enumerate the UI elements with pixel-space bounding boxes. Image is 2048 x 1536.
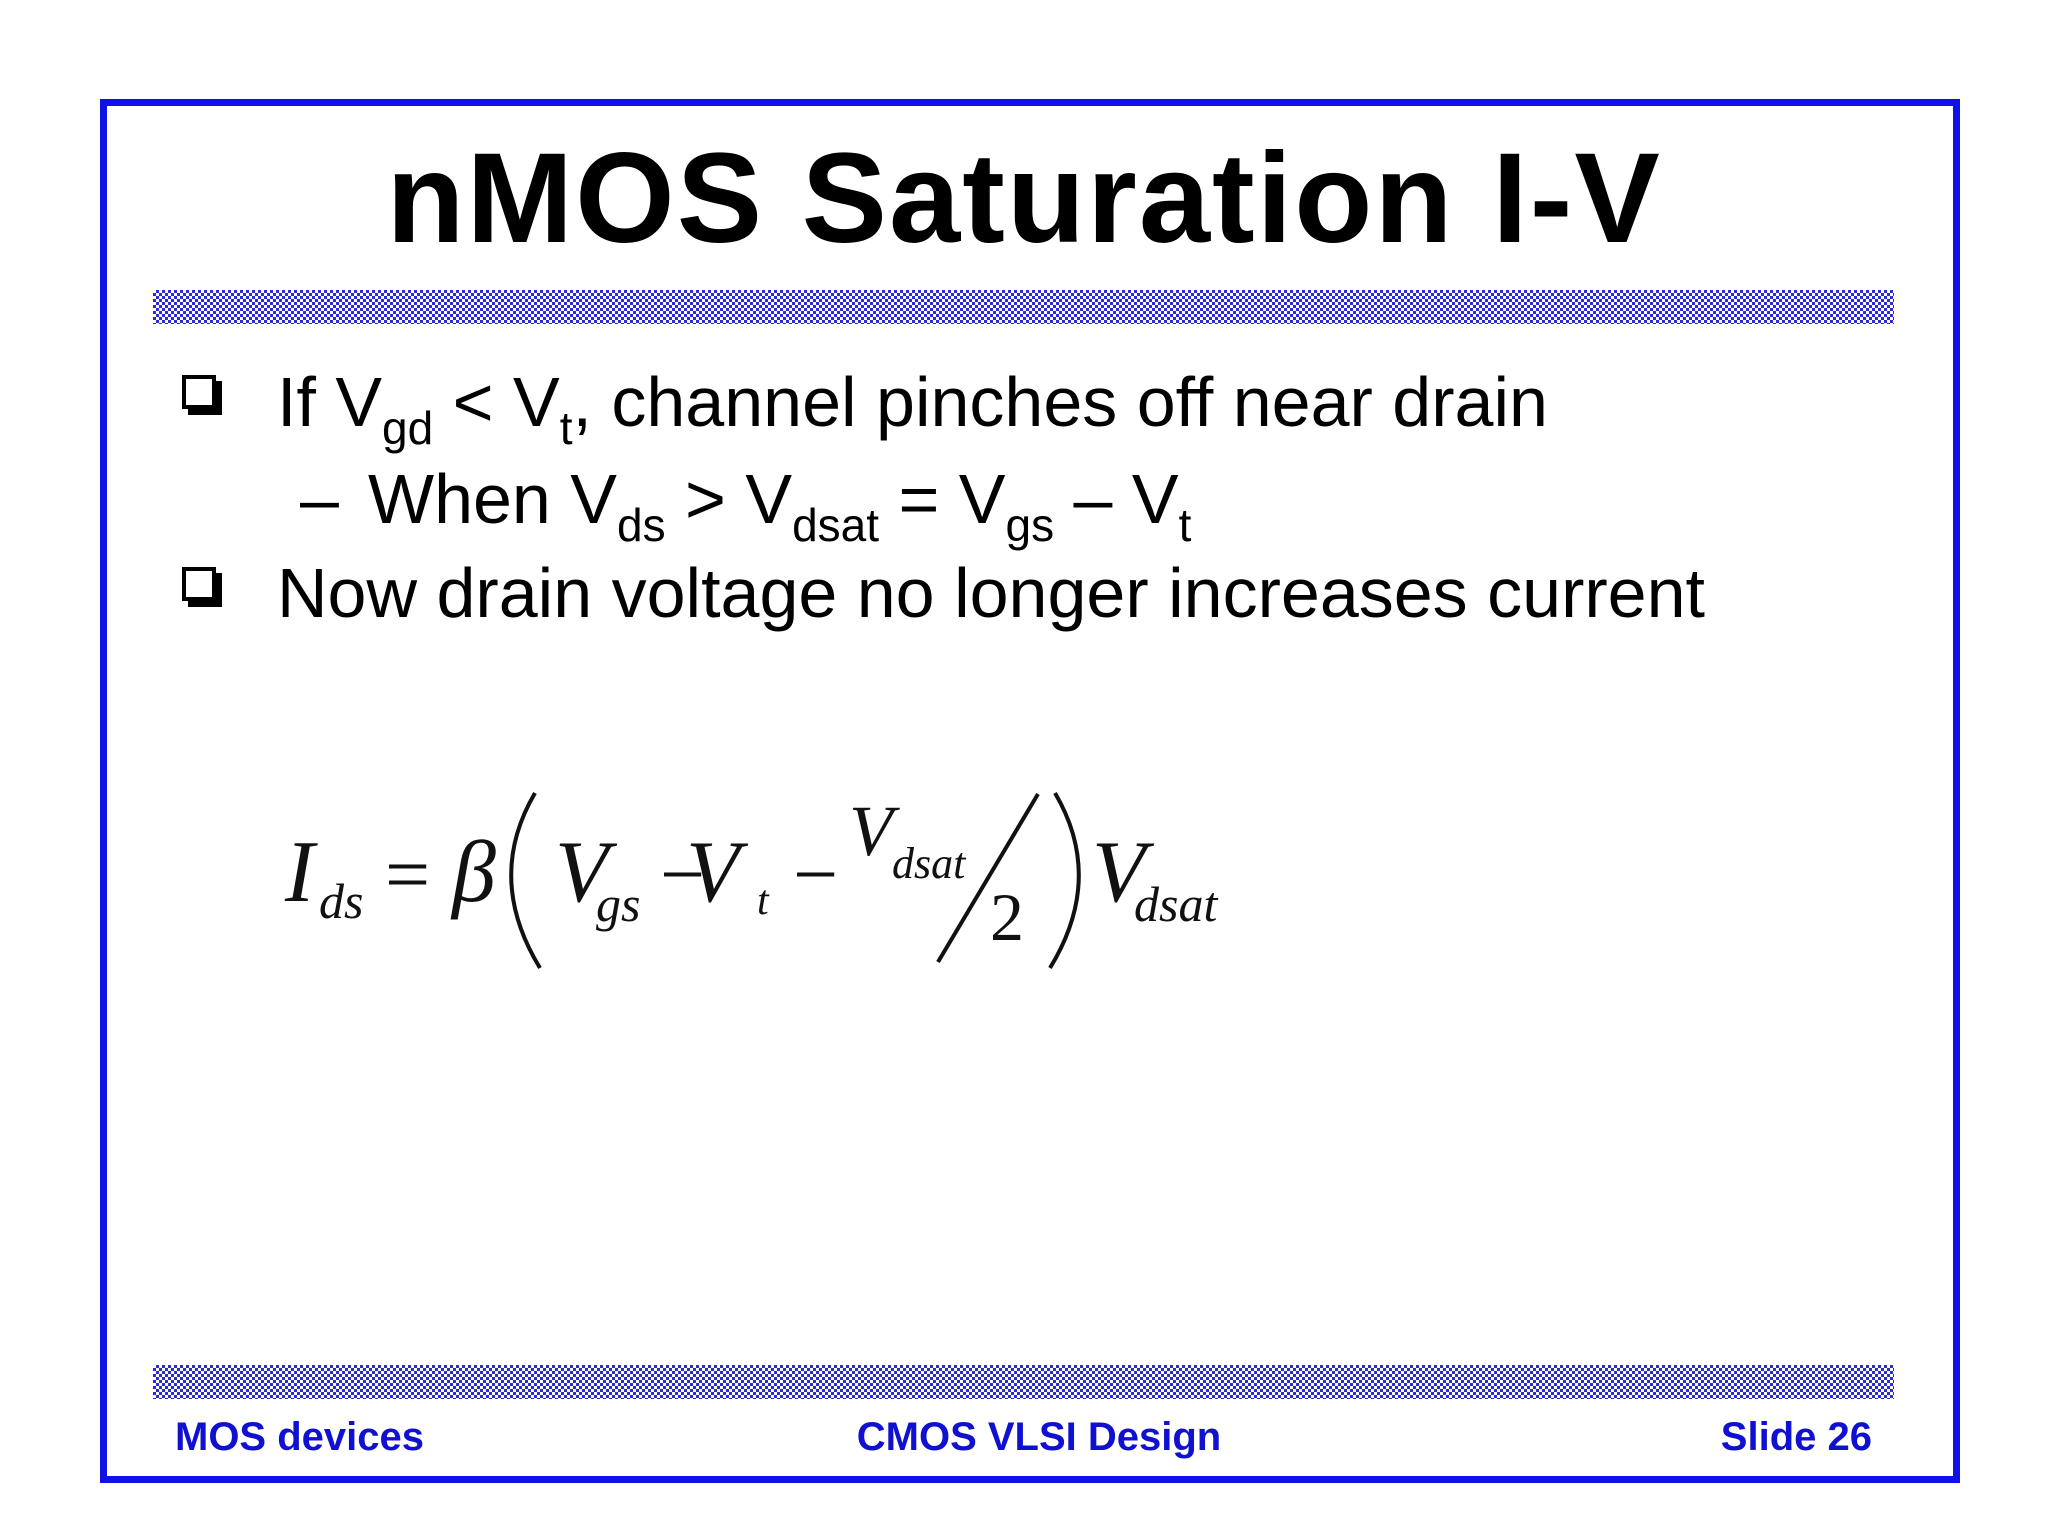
eq-symbol: V — [555, 824, 618, 921]
text: , channel pinches off near drain — [572, 363, 1548, 441]
eq-subscript: t — [757, 878, 770, 924]
paren — [509, 791, 542, 970]
eq-symbol: I — [284, 824, 318, 921]
eq-symbol: 2 — [990, 879, 1024, 955]
eq-symbol: = — [385, 831, 430, 919]
eq-subscript: dsat — [892, 839, 967, 888]
subscript: t — [1178, 499, 1192, 551]
eq-subscript: gs — [596, 876, 640, 932]
footer-center: CMOS VLSI Design — [856, 1415, 1222, 1459]
bullet-box — [182, 567, 216, 601]
slide-border — [100, 99, 1960, 1483]
fraction-slash — [936, 792, 1040, 964]
subscript: ds — [617, 499, 666, 551]
eq-symbol: V — [849, 791, 900, 871]
bottom-band — [153, 1365, 1894, 1399]
text: If V — [277, 363, 383, 441]
subscript: gd — [382, 402, 434, 454]
eq-symbol: − — [793, 831, 838, 919]
text: When V — [368, 460, 617, 538]
text: < V — [433, 363, 560, 441]
eq-symbol: V — [686, 824, 749, 921]
text: > V — [665, 460, 793, 538]
footer-right: Slide 26 — [1720, 1415, 1872, 1459]
text: = V — [879, 460, 1006, 538]
eq-subscript: dsat — [1134, 876, 1218, 932]
top-band — [153, 290, 1894, 324]
eq-symbol: β — [450, 824, 496, 921]
sub-bullet: When Vds > Vdsat = Vgs – Vt — [368, 459, 1191, 551]
subscript: dsat — [792, 499, 880, 551]
bullet: Now drain voltage no longer increases cu… — [277, 553, 1705, 633]
bullet-box — [182, 375, 216, 409]
subscript: t — [559, 402, 573, 454]
footer-left: MOS devices — [175, 1415, 425, 1459]
slide-title: nMOS Saturation I-V — [386, 127, 1662, 270]
dash: – — [300, 460, 339, 538]
bullet: If Vgd < Vt, channel pinches off near dr… — [277, 362, 1548, 454]
subscript: gs — [1005, 499, 1055, 551]
eq-subscript: ds — [319, 873, 363, 929]
text: – V — [1054, 460, 1179, 538]
text: Now drain voltage no longer increases cu… — [277, 554, 1705, 632]
eq-symbol: V — [1092, 824, 1155, 921]
eq-symbol: − — [660, 831, 705, 919]
paren — [1048, 791, 1081, 970]
